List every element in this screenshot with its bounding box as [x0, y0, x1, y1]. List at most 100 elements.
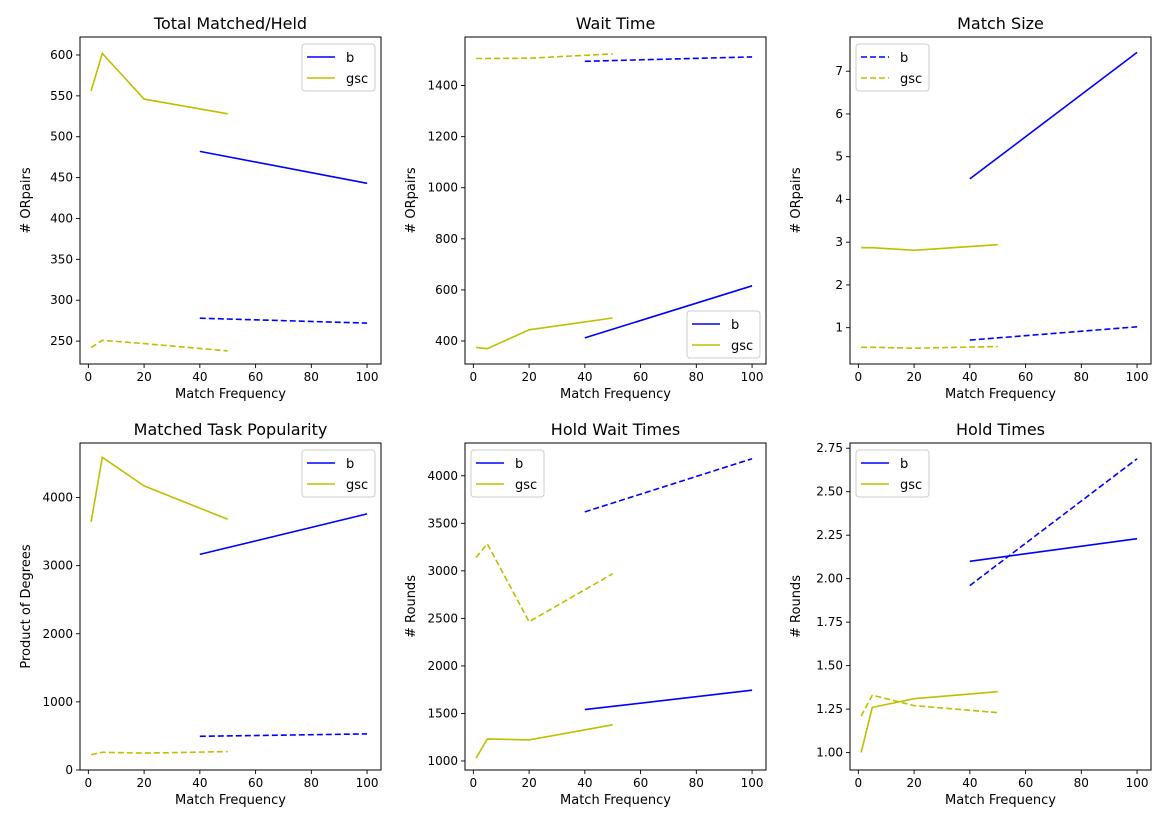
y-tick-label: 600	[435, 283, 458, 297]
chart-title: Wait Time	[576, 14, 656, 33]
x-tick-label: 20	[906, 776, 921, 790]
legend-label: gsc	[346, 72, 368, 87]
y-tick-label: 400	[435, 334, 458, 348]
series-line	[584, 285, 753, 339]
series-line	[860, 694, 998, 717]
x-axis-label: Match Frequency	[175, 387, 286, 402]
series-line	[476, 53, 613, 60]
y-tick-label: 800	[435, 232, 458, 246]
legend-label: gsc	[900, 72, 922, 87]
x-tick-label: 40	[962, 776, 977, 790]
x-tick-label: 0	[855, 370, 863, 384]
y-tick-label: 1.50	[816, 659, 843, 673]
x-tick-label: 100	[741, 370, 764, 384]
y-tick-label: 3000	[42, 559, 73, 573]
series-line	[969, 326, 1138, 341]
y-tick-label: 450	[50, 171, 73, 185]
y-tick-label: 400	[50, 211, 73, 225]
y-tick-label: 6	[835, 107, 843, 121]
y-tick-label: 0	[65, 763, 73, 777]
y-tick-label: 4	[835, 192, 843, 206]
y-tick-label: 300	[50, 293, 73, 307]
y-axis-label: # Rounds	[789, 575, 804, 638]
legend-label: b	[346, 457, 354, 472]
y-tick-label: 1.75	[816, 615, 843, 629]
x-tick-label: 60	[633, 776, 648, 790]
axes-frame	[849, 442, 1152, 771]
x-tick-label: 20	[521, 370, 536, 384]
y-tick-label: 1000	[427, 754, 458, 768]
series-line	[90, 750, 228, 756]
legend-box	[301, 449, 376, 498]
y-tick-label: 500	[50, 130, 73, 144]
x-tick-label: 60	[248, 776, 263, 790]
axes-frame	[79, 36, 382, 365]
series-line	[475, 724, 613, 759]
y-tick-label: 2.75	[816, 441, 843, 455]
series-line	[969, 458, 1138, 587]
x-tick-label: 0	[85, 776, 93, 790]
y-tick-label: 3	[835, 235, 843, 249]
series-line	[90, 455, 228, 523]
y-tick-label: 550	[50, 89, 73, 103]
legend-box	[855, 449, 930, 498]
chart-title: Hold Times	[956, 420, 1045, 439]
y-tick-label: 4000	[427, 469, 458, 483]
x-axis-label: Match Frequency	[945, 793, 1056, 808]
y-tick-label: 1000	[427, 181, 458, 195]
legend-box	[855, 43, 930, 92]
chart-panel: Match Size 0 20 40 60 80 100 1 2 3 4 5 6 7 Match Frequ…	[789, 14, 1152, 402]
y-tick-label: 4000	[42, 491, 73, 505]
x-tick-label: 60	[248, 370, 263, 384]
x-tick-label: 100	[1126, 370, 1149, 384]
y-tick-label: 3000	[427, 564, 458, 578]
legend-label: b	[346, 51, 354, 66]
y-tick-label: 1200	[427, 130, 458, 144]
y-axis-label: Product of Degrees	[19, 544, 34, 668]
legend-label: gsc	[900, 478, 922, 493]
legend-label: b	[900, 457, 908, 472]
series-line	[584, 689, 753, 711]
legend: b gsc	[470, 449, 545, 498]
chart-title: Total Matched/Held	[153, 14, 307, 33]
series-line	[90, 51, 228, 115]
x-tick-label: 40	[577, 370, 592, 384]
x-tick-label: 40	[192, 370, 207, 384]
x-tick-label: 80	[689, 776, 704, 790]
x-tick-label: 20	[136, 370, 151, 384]
x-tick-label: 20	[136, 776, 151, 790]
series-line	[969, 537, 1138, 563]
series-line	[584, 457, 753, 513]
chart-title: Match Size	[957, 14, 1044, 33]
x-tick-label: 0	[855, 776, 863, 790]
y-tick-label: 250	[50, 334, 73, 348]
y-tick-label: 2000	[427, 659, 458, 673]
legend: b gsc	[686, 310, 761, 359]
x-tick-label: 0	[85, 370, 93, 384]
series-line	[584, 56, 753, 63]
y-tick-label: 1000	[42, 695, 73, 709]
legend-label: gsc	[731, 339, 753, 354]
y-tick-label: 1500	[427, 706, 458, 720]
series-line	[475, 542, 614, 623]
x-tick-label: 60	[1018, 776, 1033, 790]
x-tick-label: 80	[304, 776, 319, 790]
series-line	[861, 345, 998, 350]
series-line	[90, 339, 228, 352]
x-axis-label: Match Frequency	[560, 387, 671, 402]
chart-panel: Hold Wait Times 0 20 40 60 80 100 1000 1500 2000 2…	[404, 420, 767, 808]
legend: b gsc	[301, 449, 376, 498]
series-line	[476, 317, 613, 350]
y-tick-label: 2000	[42, 627, 73, 641]
y-tick-label: 3500	[427, 516, 458, 530]
chart-title: Matched Task Popularity	[134, 420, 328, 439]
legend: b gsc	[855, 43, 930, 92]
legend-box	[470, 449, 545, 498]
legend: b gsc	[301, 43, 376, 92]
series-line	[861, 243, 998, 252]
legend-label: gsc	[346, 478, 368, 493]
x-tick-label: 100	[356, 370, 379, 384]
series-line	[969, 51, 1138, 180]
y-axis-label: # ORpairs	[789, 167, 804, 233]
